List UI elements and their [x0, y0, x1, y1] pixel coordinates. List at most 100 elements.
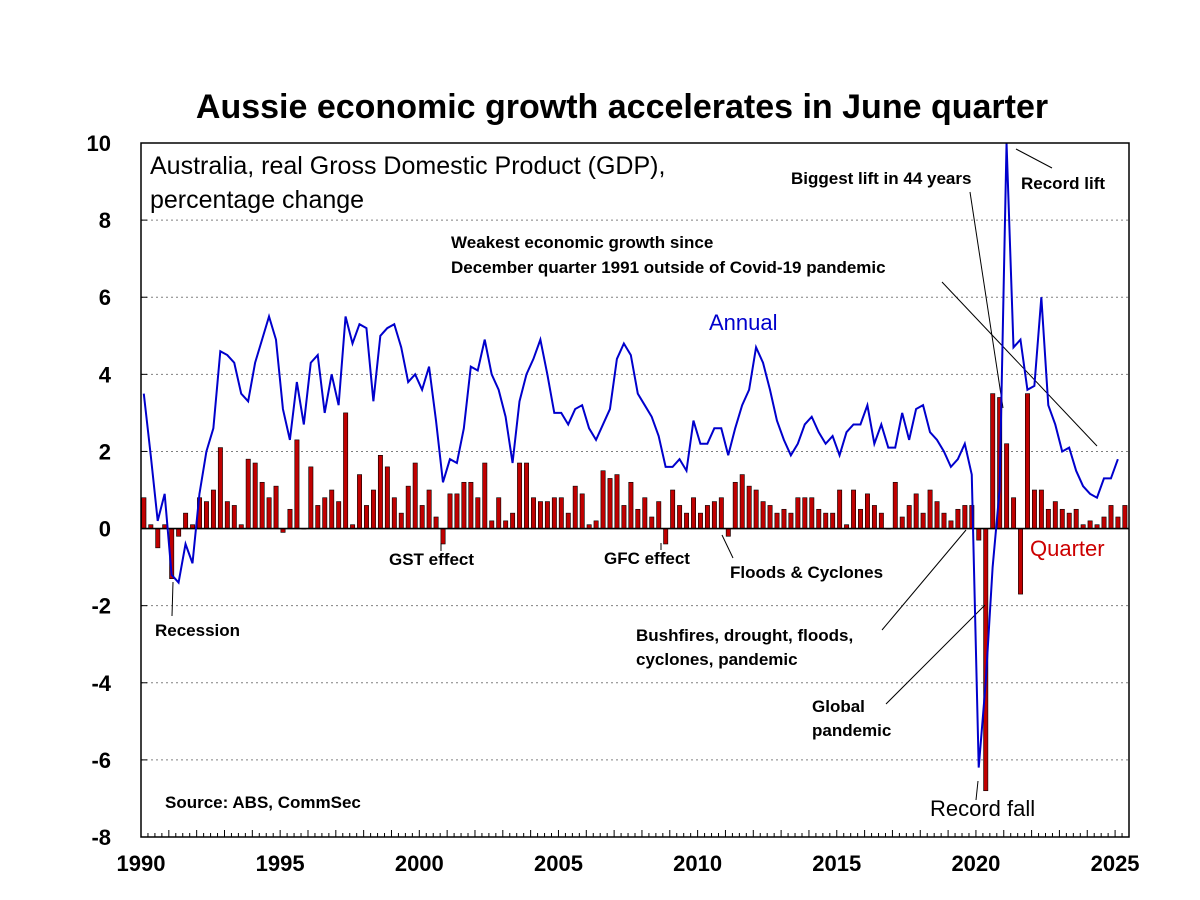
- quarter-bar: [684, 512, 690, 529]
- annual-line: [142, 142, 1119, 768]
- quarter-bar: [1059, 508, 1065, 529]
- quarter-bar: [329, 489, 335, 529]
- quarter-bar: [384, 466, 390, 529]
- annotation-biggest-lift: Biggest lift in 44 years: [791, 169, 971, 188]
- quarter-bar: [628, 481, 634, 529]
- quarter-bar: [878, 512, 884, 529]
- y-tick-label: 2: [99, 439, 111, 464]
- quarter-bar: [962, 505, 968, 529]
- quarter-bar: [461, 481, 467, 529]
- quarter-bar: [1038, 489, 1044, 529]
- subtitle-line-1: Australia, real Gross Domestic Product (…: [150, 152, 665, 180]
- quarter-bar: [600, 470, 606, 529]
- quarter-bar: [572, 485, 578, 529]
- quarter-bar: [155, 528, 161, 549]
- quarter-bar: [871, 505, 877, 529]
- quarter-bar: [447, 493, 453, 529]
- x-tick-label: 2000: [395, 851, 444, 876]
- quarter-bar: [927, 489, 933, 529]
- quarter-bar: [517, 462, 523, 529]
- quarter-bar: [1031, 489, 1037, 529]
- quarter-bar: [725, 528, 731, 537]
- quarter-bar: [217, 447, 223, 529]
- quarter-bar: [621, 505, 627, 529]
- quarter-bar: [767, 505, 773, 529]
- quarter-bar: [941, 512, 947, 529]
- x-tick-label: 2025: [1091, 851, 1140, 876]
- quarter-bar: [544, 501, 550, 529]
- y-tick-label: -6: [91, 748, 111, 773]
- quarter-bar: [287, 508, 293, 529]
- quarter-bar: [781, 508, 787, 529]
- quarter-bar: [551, 497, 557, 529]
- quarter-bar: [837, 489, 843, 529]
- quarter-bar: [774, 512, 780, 529]
- quarter-bar: [510, 512, 516, 529]
- quarter-bar: [1101, 516, 1107, 529]
- quarter-bar: [746, 485, 752, 529]
- quarter-bar: [1115, 516, 1121, 529]
- quarter-bar: [322, 497, 328, 529]
- quarter-bar: [224, 501, 230, 529]
- chart-title: Aussie economic growth accelerates in Ju…: [196, 88, 1048, 126]
- x-axis-ticks: 1990 1995 2000 2005 2010 2015 2020 2025: [117, 830, 1140, 876]
- quarter-bar: [823, 512, 829, 529]
- quarter-bar: [892, 481, 898, 529]
- quarter-bar: [663, 528, 669, 545]
- y-tick-label: 8: [99, 208, 111, 233]
- y-tick-label: -8: [91, 825, 111, 850]
- leader-record-fall: [975, 780, 979, 801]
- quarter-bar: [851, 489, 856, 529]
- annotation-record-lift: Record lift: [1021, 174, 1105, 193]
- annotation-floods-cyclones: Floods & Cyclones: [730, 563, 883, 582]
- quarter-bar: [524, 462, 529, 529]
- quarter-bar: [565, 512, 571, 529]
- x-tick-label: 1995: [256, 851, 305, 876]
- leader-recession: [171, 581, 174, 617]
- quarter-bar: [503, 520, 509, 529]
- quarter-bar: [489, 520, 495, 529]
- quarter-bar: [245, 458, 251, 529]
- y-tick-label: -4: [91, 671, 111, 696]
- annotation-record-fall: Record fall: [930, 796, 1035, 821]
- gridlines: [141, 219, 1129, 761]
- quarter-bar: [1066, 512, 1072, 529]
- annotation-global-pandemic-line-1: Global: [812, 697, 865, 716]
- annotation-gfc-effect: GFC effect: [604, 549, 690, 568]
- annotation-bushfires-line-2: cyclones, pandemic: [636, 650, 798, 669]
- quarter-bar: [858, 508, 863, 529]
- quarter-bar: [788, 512, 794, 529]
- leader-bushfires: [881, 529, 967, 631]
- quarter-bar: [252, 462, 258, 529]
- quarter-bar: [1011, 497, 1017, 529]
- quarter-bar: [336, 501, 342, 529]
- quarter-bar: [816, 508, 822, 529]
- annotation-recession: Recession: [155, 621, 240, 640]
- quarter-bar: [948, 520, 954, 529]
- quarter-bar: [266, 497, 272, 529]
- quarter-bar: [802, 497, 808, 529]
- quarter-bar: [1087, 520, 1093, 529]
- quarter-bar: [558, 497, 564, 529]
- quarter-bar: [391, 497, 397, 529]
- quarter-bar: [698, 512, 703, 529]
- quarter-bar: [614, 474, 620, 529]
- quarter-bar: [426, 489, 432, 529]
- x-tick-label: 2005: [534, 851, 583, 876]
- quarter-bar: [496, 497, 502, 529]
- quarter-bar: [677, 505, 683, 529]
- quarter-bar: [1108, 505, 1114, 529]
- annotation-weakest-line-1: Weakest economic growth since: [451, 233, 713, 252]
- quarter-bar: [440, 528, 446, 545]
- quarter-bar: [579, 493, 585, 529]
- quarter-bar: [141, 497, 147, 529]
- quarter-bar: [760, 501, 766, 529]
- quarter-bar: [593, 520, 599, 529]
- quarter-bar: [635, 508, 641, 529]
- quarter-bar: [607, 478, 613, 529]
- quarter-bar: [210, 489, 216, 529]
- quarter-bar: [1052, 501, 1058, 529]
- y-tick-label: 6: [99, 285, 111, 310]
- quarter-bar: [649, 516, 655, 529]
